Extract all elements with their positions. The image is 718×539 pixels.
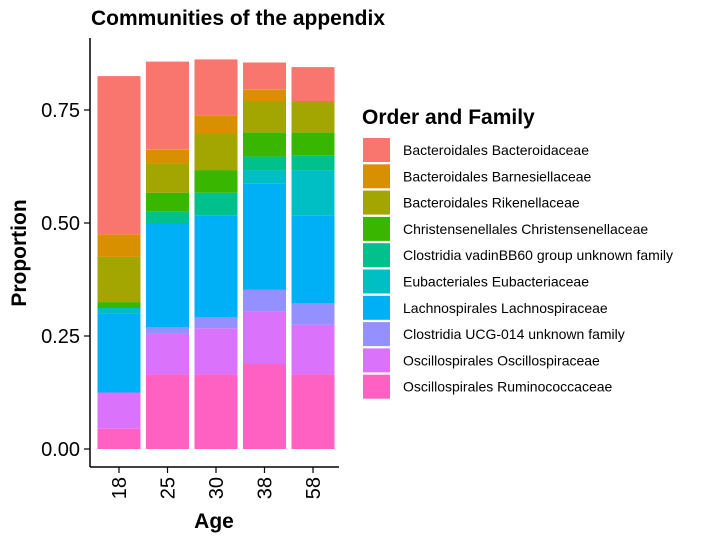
bars-group <box>97 59 335 449</box>
legend-swatch <box>363 243 390 268</box>
bar-segment-58-6 <box>291 132 335 156</box>
bar-segment-30-3 <box>194 215 238 317</box>
y-tick-label: 0.75 <box>41 100 80 122</box>
bar-segment-18-6 <box>97 302 141 308</box>
bar-segment-18-7 <box>97 256 141 303</box>
bar-segment-38-2 <box>243 289 286 312</box>
legend-swatch <box>363 269 390 294</box>
bar-segment-58-4 <box>291 170 335 216</box>
legend-label: Lachnospirales Lachnospiraceae <box>403 300 608 316</box>
x-tick-label: 30 <box>206 477 228 499</box>
x-tick-label: 38 <box>255 477 277 499</box>
legend-swatch <box>363 295 390 320</box>
y-tick-label: 0.00 <box>41 439 80 461</box>
legend: Bacteroidales Bacteroidaceae Bacteroidale… <box>363 138 673 399</box>
bar-segment-25-8 <box>146 149 189 164</box>
y-tick-label: 0.25 <box>41 326 80 348</box>
y-tick-label: 0.50 <box>41 213 80 235</box>
bar-segment-38-7 <box>243 101 286 133</box>
legend-swatch <box>363 138 390 162</box>
bar-segment-38-4 <box>243 170 286 184</box>
bar-segment-25-5 <box>146 211 189 223</box>
y-axis-title: Proportion <box>8 199 31 306</box>
x-tick-label: 58 <box>303 477 325 499</box>
x-axis-title: Age <box>194 510 234 533</box>
bar-segment-18-4 <box>97 308 141 314</box>
bar-segment-38-1 <box>243 311 286 364</box>
bar-segment-58-7 <box>291 101 335 133</box>
bar-segment-30-5 <box>194 192 238 216</box>
bar-segment-25-9 <box>146 61 189 150</box>
bar-segment-18-1 <box>97 392 141 429</box>
bar-segment-25-7 <box>146 163 189 193</box>
bar-segment-18-8 <box>97 234 141 257</box>
legend-label: Christensenellales Christensenellaceae <box>403 221 648 237</box>
bar-segment-18-3 <box>97 313 141 393</box>
legend-label: Clostridia UCG-014 unknown family <box>403 326 625 342</box>
legend-title: Order and Family <box>362 106 535 129</box>
legend-swatch <box>363 164 390 189</box>
bar-segment-38-3 <box>243 183 286 290</box>
x-tick-label: 18 <box>109 477 131 499</box>
legend-label: Oscillospirales Ruminococcaceae <box>403 379 613 395</box>
bar-segment-38-0 <box>243 364 286 449</box>
bar-segment-38-8 <box>243 89 286 101</box>
legend-label: Eubacteriales Eubacteriaceae <box>403 274 589 290</box>
legend-label: Oscillospirales Oscillospiraceae <box>403 352 600 368</box>
bar-segment-30-0 <box>194 374 238 449</box>
bar-segment-25-0 <box>146 374 189 449</box>
bar-segment-58-0 <box>291 374 335 449</box>
bar-segment-38-9 <box>243 62 286 90</box>
bar-segment-58-9 <box>291 67 335 101</box>
bar-segment-25-1 <box>146 333 189 375</box>
legend-swatch <box>363 374 390 399</box>
bar-segment-30-7 <box>194 134 238 171</box>
bar-segment-58-5 <box>291 155 335 171</box>
chart-title: Communities of the appendix <box>91 7 385 30</box>
bar-segment-58-3 <box>291 215 335 304</box>
bar-segment-25-6 <box>146 192 189 212</box>
legend-swatch <box>363 322 390 347</box>
bar-segment-30-9 <box>194 59 238 116</box>
legend-label: Bacteroidales Rikenellaceae <box>403 195 580 211</box>
legend-swatch <box>363 216 390 241</box>
bar-segment-38-6 <box>243 132 286 157</box>
legend-label: Bacteroidales Barnesiellaceae <box>403 168 592 184</box>
legend-label: Bacteroidales Bacteroidaceae <box>403 142 589 158</box>
x-ticks-group: 18 25 30 38 58 <box>109 467 325 499</box>
bar-segment-38-5 <box>243 156 286 171</box>
y-ticks-group: 0.00 0.25 0.50 0.75 <box>41 100 90 461</box>
bar-segment-25-2 <box>146 327 189 334</box>
x-tick-label: 25 <box>158 477 180 499</box>
legend-swatch <box>363 190 390 215</box>
bar-segment-18-0 <box>97 428 141 449</box>
bar-segment-30-8 <box>194 115 238 134</box>
bar-segment-30-1 <box>194 328 238 375</box>
bar-segment-30-6 <box>194 170 238 193</box>
legend-label: Clostridia vadinBB60 group unknown famil… <box>403 247 673 263</box>
legend-swatch <box>363 348 390 373</box>
bar-segment-58-1 <box>291 324 335 375</box>
bar-segment-30-2 <box>194 317 238 329</box>
bar-segment-58-2 <box>291 303 335 325</box>
bar-segment-18-9 <box>97 76 141 235</box>
bar-segment-25-3 <box>146 223 189 327</box>
